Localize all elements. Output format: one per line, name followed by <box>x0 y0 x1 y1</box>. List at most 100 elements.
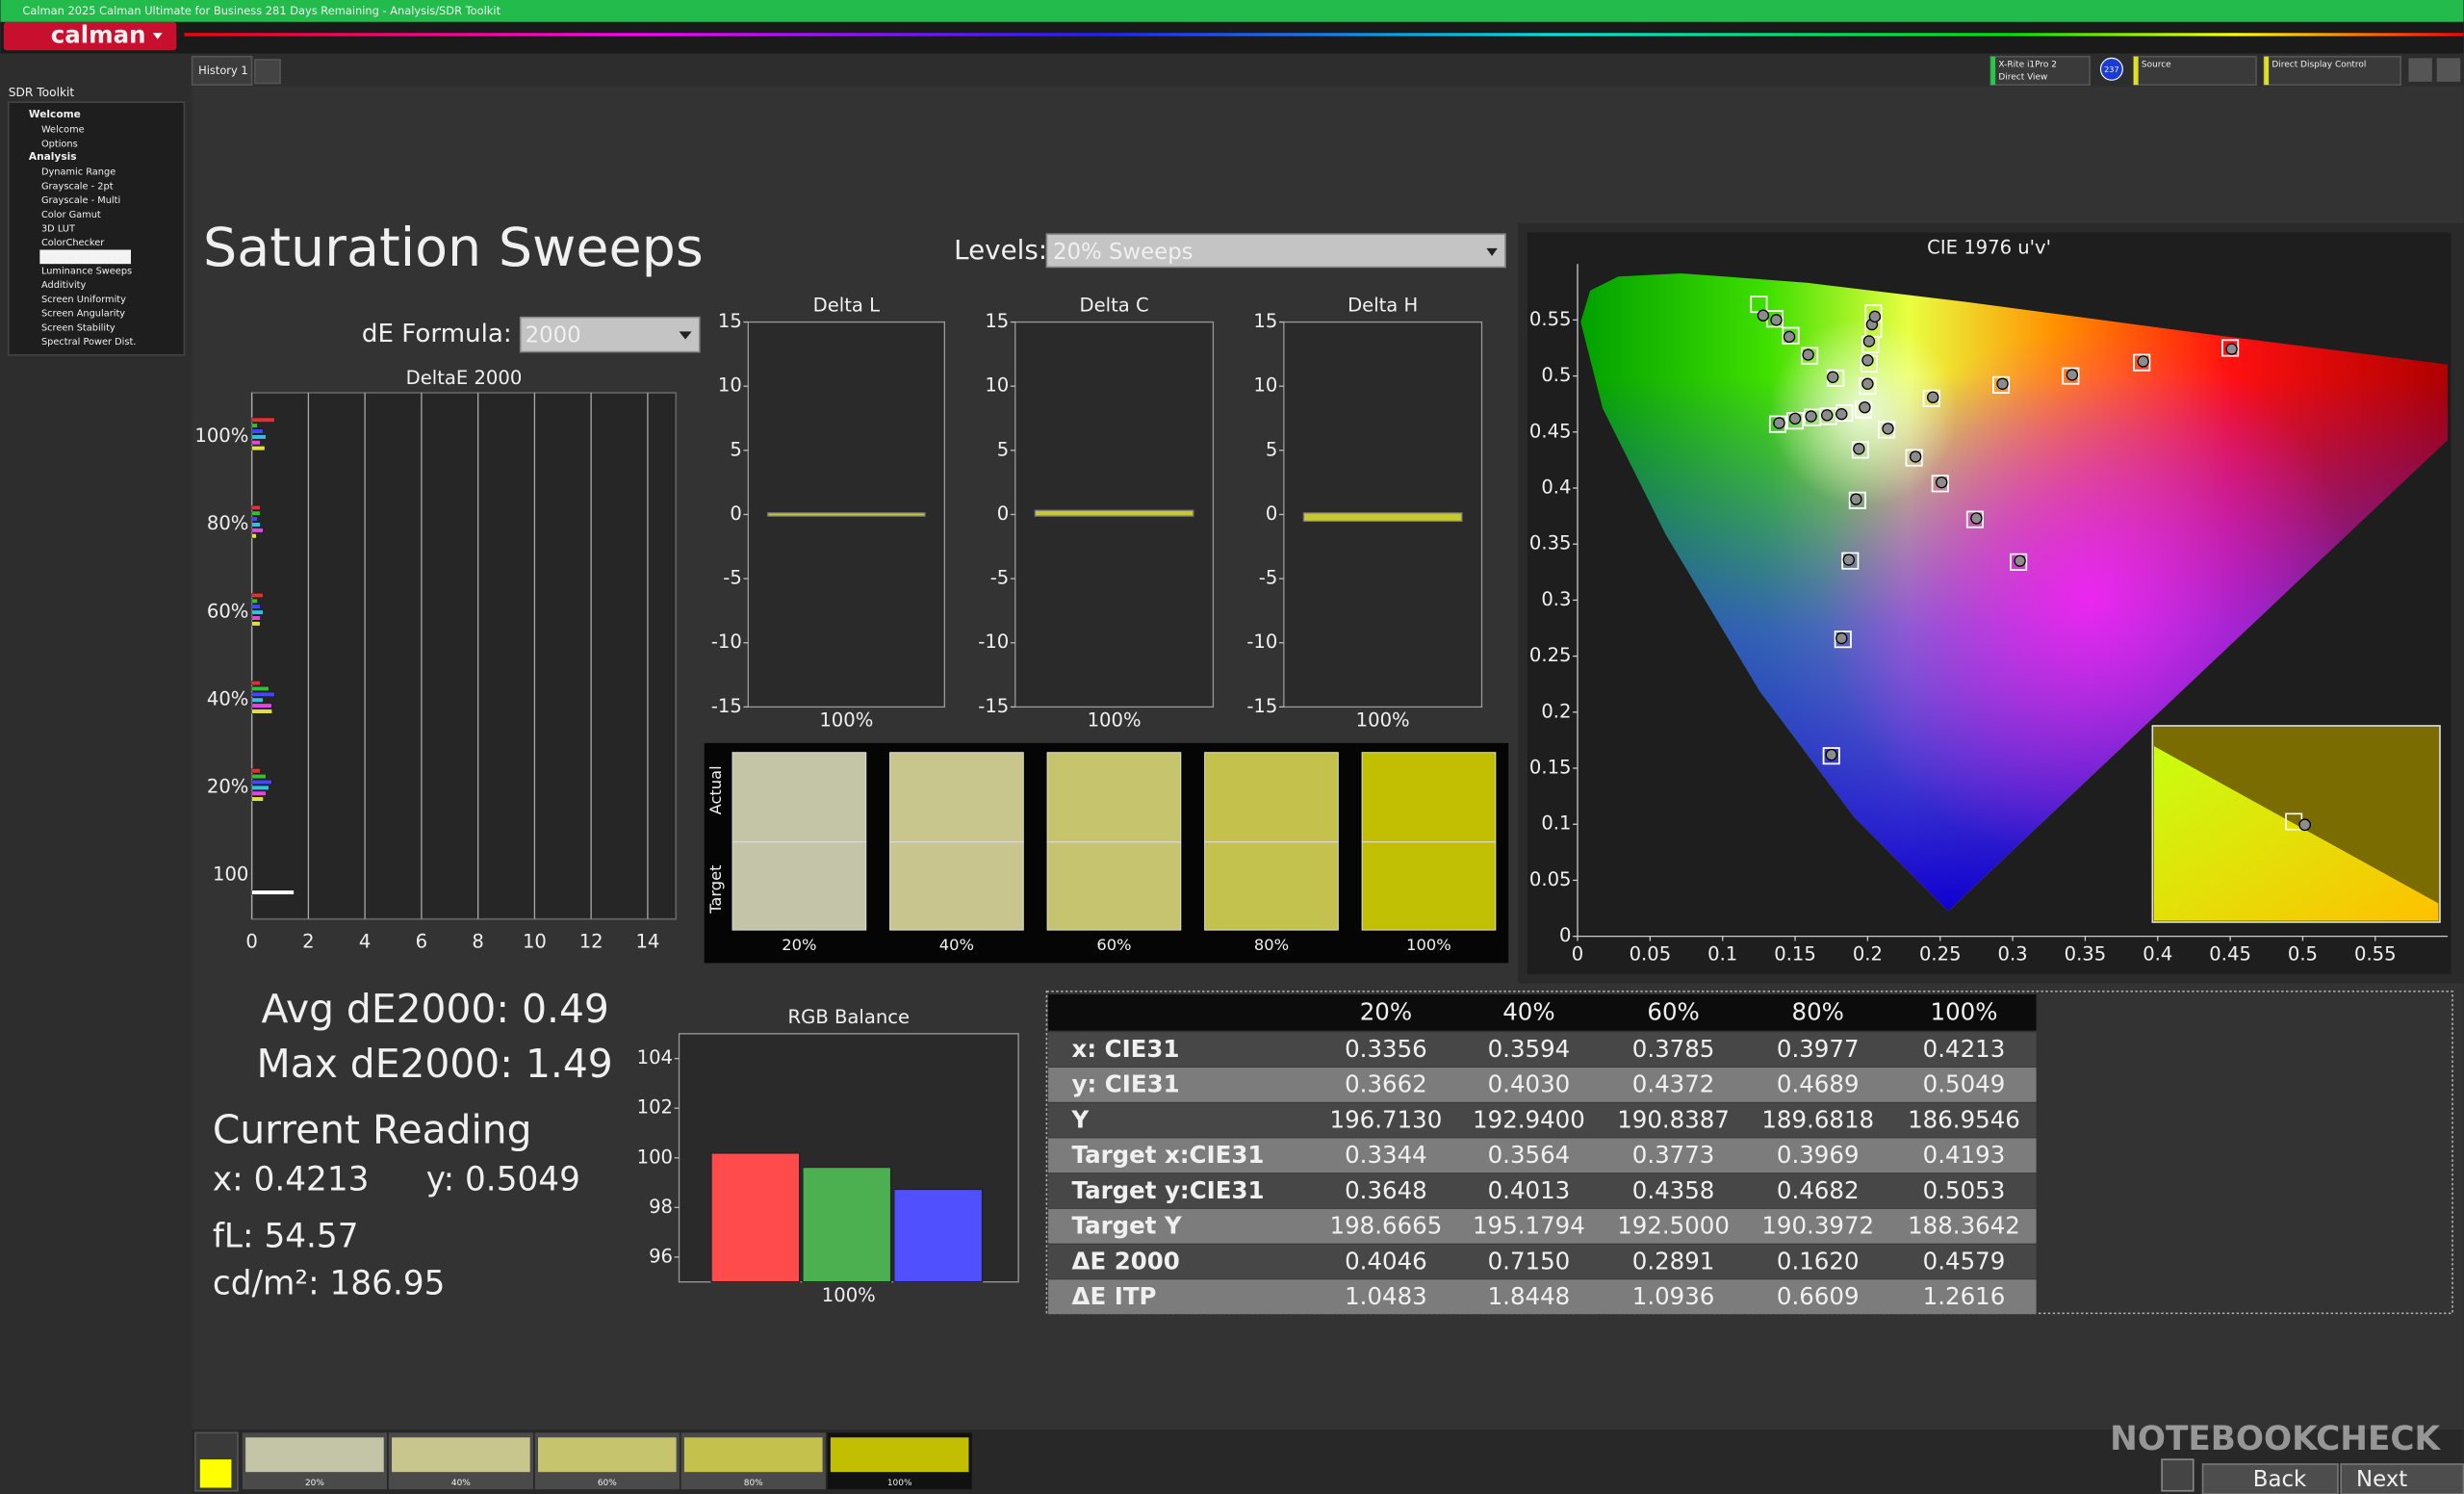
settings-button[interactable] <box>2408 58 2432 82</box>
tree-item[interactable]: Grayscale - 2pt <box>41 181 114 192</box>
page-title: Saturation Sweeps <box>203 218 704 279</box>
levels-dropdown[interactable] <box>1045 233 1506 269</box>
tree-item-highlight <box>39 249 131 265</box>
formula-value: 2000 <box>526 323 581 348</box>
target-point <box>2062 367 2080 385</box>
measured-point <box>1909 451 1922 463</box>
back-label: Back <box>2253 1467 2307 1492</box>
target-point <box>1965 510 1984 528</box>
back-button[interactable] <box>2201 1463 2339 1494</box>
new-tab-button[interactable] <box>254 59 281 85</box>
y-tick-label: -15 <box>978 695 1009 717</box>
bar <box>251 528 264 533</box>
thumbnail <box>537 1437 677 1473</box>
swatch-target <box>1204 841 1339 931</box>
cell: 0.4193 <box>1923 1141 2006 1169</box>
y-tick-label: 100% <box>194 425 248 447</box>
avg-de: Avg dE2000: 0.49 <box>261 986 608 1032</box>
measured-point <box>1936 476 1948 489</box>
tree-item[interactable]: Spectral Power Dist. <box>41 337 136 348</box>
y-tick-label: -10 <box>978 631 1009 653</box>
target-point <box>1851 441 1869 459</box>
reading-y: y: 0.5049 <box>426 1161 580 1199</box>
tree-item[interactable]: Luminance Sweeps <box>41 267 132 277</box>
y-tick-label: 98 <box>649 1196 673 1218</box>
tree-item[interactable]: Screen Angularity <box>41 309 125 320</box>
reading-x: x: 0.4213 <box>213 1161 370 1199</box>
y-tick-label: 60% <box>207 600 249 622</box>
meter-select[interactable] <box>1989 55 2091 86</box>
next-button[interactable] <box>2340 1463 2464 1494</box>
tree-item[interactable]: Saturation Sweeps <box>41 252 130 263</box>
bar <box>251 434 267 440</box>
meter-name: X-Rite i1Pro 2 <box>1998 60 2057 69</box>
stop-button[interactable] <box>2161 1458 2194 1492</box>
zoom-measured <box>2298 818 2311 832</box>
tree-item[interactable]: Color Gamut <box>41 210 101 220</box>
help-button[interactable] <box>2436 58 2461 82</box>
measured-point <box>1996 377 2009 390</box>
tree-item[interactable]: Dynamic Range <box>41 167 116 178</box>
row-label: Target x:CIE31 <box>1072 1141 1265 1169</box>
bar <box>251 592 264 599</box>
display-stripe <box>2264 56 2270 86</box>
cell: 0.3785 <box>1632 1035 1715 1063</box>
y-tick-label: 0.5 <box>1541 364 1571 386</box>
levels-label: Levels: <box>954 234 1047 266</box>
x-tick-label: 0.55 <box>2354 943 2397 966</box>
cell: 0.4213 <box>1923 1035 2006 1063</box>
cell: 0.5053 <box>1923 1176 2006 1204</box>
tree-item[interactable]: Grayscale - Multi <box>41 195 120 206</box>
tree-item[interactable]: Screen Uniformity <box>41 295 126 305</box>
cell: 0.3977 <box>1777 1035 1860 1063</box>
measured-point <box>1842 554 1856 566</box>
cell: 0.4579 <box>1923 1247 2006 1275</box>
y-tick-label: -5 <box>1259 567 1278 589</box>
target-point <box>1922 389 1940 407</box>
reading-title: Current Reading <box>213 1107 532 1153</box>
y-tick-label: -10 <box>711 631 742 653</box>
cell: 0.4358 <box>1632 1176 1715 1204</box>
y-tick-label: 0.2 <box>1541 700 1571 722</box>
reading-fl: fL: 54.57 <box>213 1217 359 1255</box>
y-tick-label: 0.35 <box>1529 532 1572 554</box>
chart-title: DeltaE 2000 <box>406 367 523 389</box>
y-tick-label: 5 <box>730 438 741 460</box>
tree-item[interactable]: Screen Stability <box>41 322 116 333</box>
swatch-actual <box>732 752 867 843</box>
column-header: 60% <box>1647 998 1699 1026</box>
swatch-actual-label: Actual <box>706 765 725 814</box>
source-select[interactable] <box>2132 55 2257 86</box>
cell: 192.9400 <box>1473 1105 1585 1133</box>
cell: 0.3356 <box>1345 1035 1427 1063</box>
cell: 198.6665 <box>1330 1212 1443 1240</box>
swatch-target <box>889 841 1024 931</box>
cell: 1.0936 <box>1632 1282 1715 1310</box>
tree-item[interactable]: Additivity <box>41 280 87 291</box>
target-point <box>1877 421 1896 439</box>
bar <box>767 512 926 517</box>
bar <box>251 768 261 774</box>
row-label: x: CIE31 <box>1072 1035 1180 1063</box>
bar <box>251 598 258 604</box>
tree-item[interactable]: ColorChecker <box>41 238 105 248</box>
tab[interactable] <box>191 55 253 86</box>
y-tick-label: 104 <box>637 1046 673 1069</box>
logo-button[interactable] <box>3 21 177 51</box>
y-tick-label: 15 <box>1253 310 1277 332</box>
row-label: y: CIE31 <box>1072 1070 1180 1098</box>
tree-item[interactable]: 3D LUT <box>41 223 75 234</box>
tree-item[interactable]: Options <box>41 139 78 149</box>
cell: 1.2616 <box>1923 1282 2006 1310</box>
bar <box>251 685 270 692</box>
cell: 0.3773 <box>1632 1141 1715 1169</box>
formula-dropdown[interactable] <box>519 316 701 353</box>
cell: 0.3344 <box>1345 1141 1427 1169</box>
tree-section: Welcome <box>29 109 81 120</box>
bar <box>710 1152 801 1283</box>
tree-item[interactable]: Welcome <box>41 125 85 136</box>
max-de: Max dE2000: 1.49 <box>257 1041 613 1087</box>
y-tick-label: 0 <box>730 502 741 525</box>
row-label: ΔE 2000 <box>1072 1247 1180 1275</box>
